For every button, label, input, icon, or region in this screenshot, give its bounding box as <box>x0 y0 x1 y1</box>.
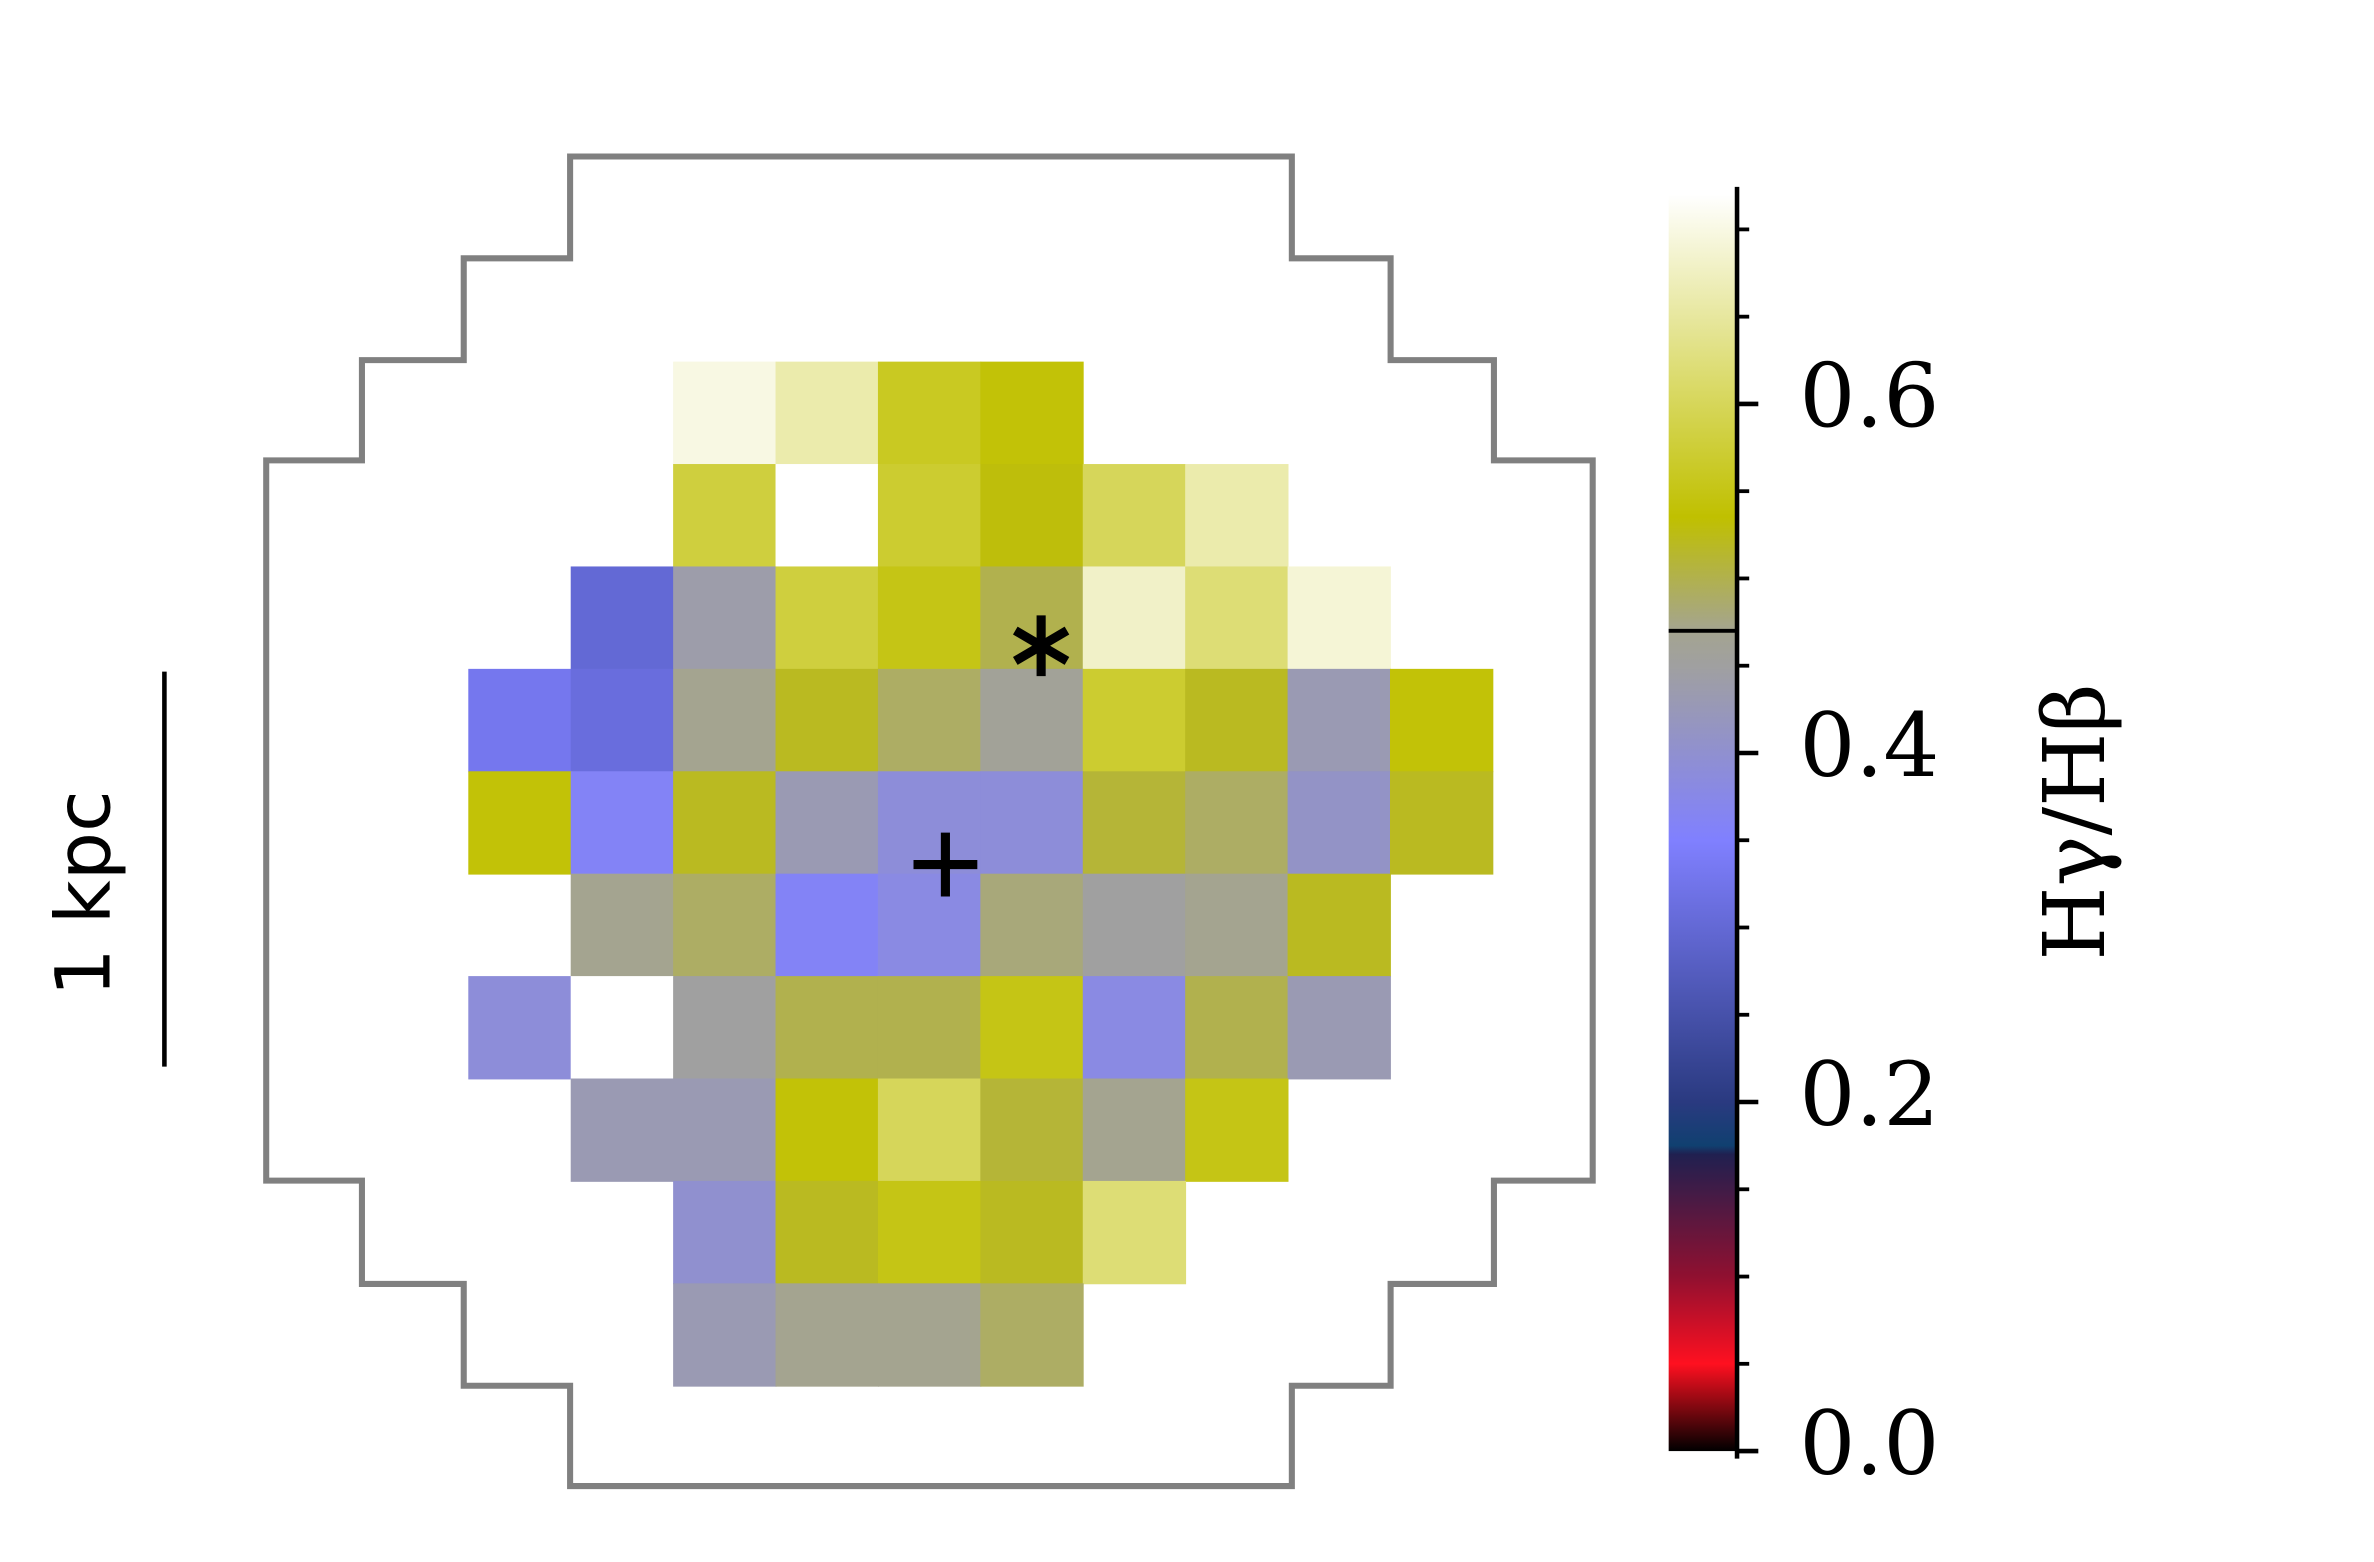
heatmap-cell <box>1389 771 1494 875</box>
heatmap-cell <box>775 361 879 465</box>
heatmap-cell <box>673 771 777 875</box>
scale-bar-label: 1 kpc <box>38 790 127 996</box>
heatmap-cell <box>980 464 1084 568</box>
heatmap-cell <box>775 1078 879 1182</box>
heatmap-cell <box>1185 1078 1289 1182</box>
heatmap-cell <box>877 976 982 1080</box>
heatmap-cell <box>570 668 675 773</box>
heatmap-cell <box>775 1180 879 1285</box>
heatmap-cell <box>673 1078 777 1182</box>
heatmap-cell <box>1082 1180 1187 1285</box>
heatmap-cell <box>775 976 879 1080</box>
heatmap-cell <box>1082 566 1187 670</box>
heatmap-cell <box>877 1078 982 1182</box>
heatmap-cell <box>1082 976 1187 1080</box>
heatmap-cell <box>877 771 982 875</box>
heatmap-cell <box>673 361 777 465</box>
heatmap-cell <box>877 464 982 568</box>
heatmap-cell <box>980 668 1084 773</box>
heatmap-cell <box>775 1283 879 1387</box>
heatmap-cell <box>877 566 982 670</box>
heatmap-cell <box>1185 566 1289 670</box>
heatmap-cell <box>1082 771 1187 875</box>
colorbar-tick-label: 0.4 <box>1799 694 1939 797</box>
heatmap-cell <box>980 1078 1084 1182</box>
heatmap-cell <box>1287 668 1391 773</box>
heatmap-cell <box>1082 873 1187 978</box>
colorbar <box>1668 194 1738 1452</box>
colorbar-tick-label: 0.0 <box>1799 1392 1939 1495</box>
heatmap-cell <box>673 464 777 568</box>
heatmap-cell <box>877 668 982 773</box>
heatmap-cell <box>673 1283 777 1387</box>
marker-plus <box>913 832 978 897</box>
heatmap-cell <box>1185 464 1289 568</box>
heatmap-cell <box>775 566 879 670</box>
marker-star <box>1012 615 1070 677</box>
heatmap-cell <box>775 668 879 773</box>
colorbar-label: Hγ/Hβ <box>2026 683 2125 960</box>
heatmap-cell <box>1287 771 1391 875</box>
heatmap-cell <box>673 1180 777 1285</box>
heatmap-cell <box>877 361 982 465</box>
colorbar-tick-label: 0.6 <box>1799 345 1939 448</box>
heatmap-cell <box>1082 668 1187 773</box>
heatmap-cell <box>1389 668 1494 773</box>
heatmap-cell <box>673 976 777 1080</box>
heatmap-cell <box>980 976 1084 1080</box>
heatmap-cell <box>1185 976 1289 1080</box>
heatmap-cell <box>570 566 675 670</box>
heatmap-cell <box>980 361 1084 465</box>
heatmap-cell <box>1185 668 1289 773</box>
heatmap-cell <box>468 976 572 1080</box>
heatmap-cell <box>877 1283 982 1387</box>
heatmap-cell <box>570 1078 675 1182</box>
heatmap-cell <box>877 1180 982 1285</box>
heatmap-cell <box>980 771 1084 875</box>
heatmap-cell <box>980 873 1084 978</box>
field-outline <box>263 153 1596 1490</box>
heatmap-cell <box>468 668 572 773</box>
heatmap-cell <box>775 873 879 978</box>
heatmap-cell <box>570 873 675 978</box>
heatmap-cell <box>1082 1078 1187 1182</box>
heatmap-cell <box>673 873 777 978</box>
heatmap-cell <box>468 771 572 875</box>
heatmap-cells <box>468 361 1494 1387</box>
heatmap-cell <box>1287 976 1391 1080</box>
heatmap-cell <box>980 1283 1084 1387</box>
heatmap-cell <box>980 1180 1084 1285</box>
heatmap-cell <box>1185 873 1289 978</box>
heatmap-cell <box>570 771 675 875</box>
heatmap-cell <box>570 976 675 1080</box>
heatmap-cell <box>1287 566 1391 670</box>
heatmap-cell <box>775 464 879 568</box>
heatmap-cell <box>673 668 777 773</box>
heatmap-cell <box>1082 464 1187 568</box>
heatmap-cell <box>1287 873 1391 978</box>
heatmap-cell <box>775 771 879 875</box>
colorbar-tick-label: 0.2 <box>1799 1043 1939 1146</box>
heatmap-cell <box>1185 771 1289 875</box>
heatmap-cell <box>673 566 777 670</box>
heatmap-cell <box>877 873 982 978</box>
